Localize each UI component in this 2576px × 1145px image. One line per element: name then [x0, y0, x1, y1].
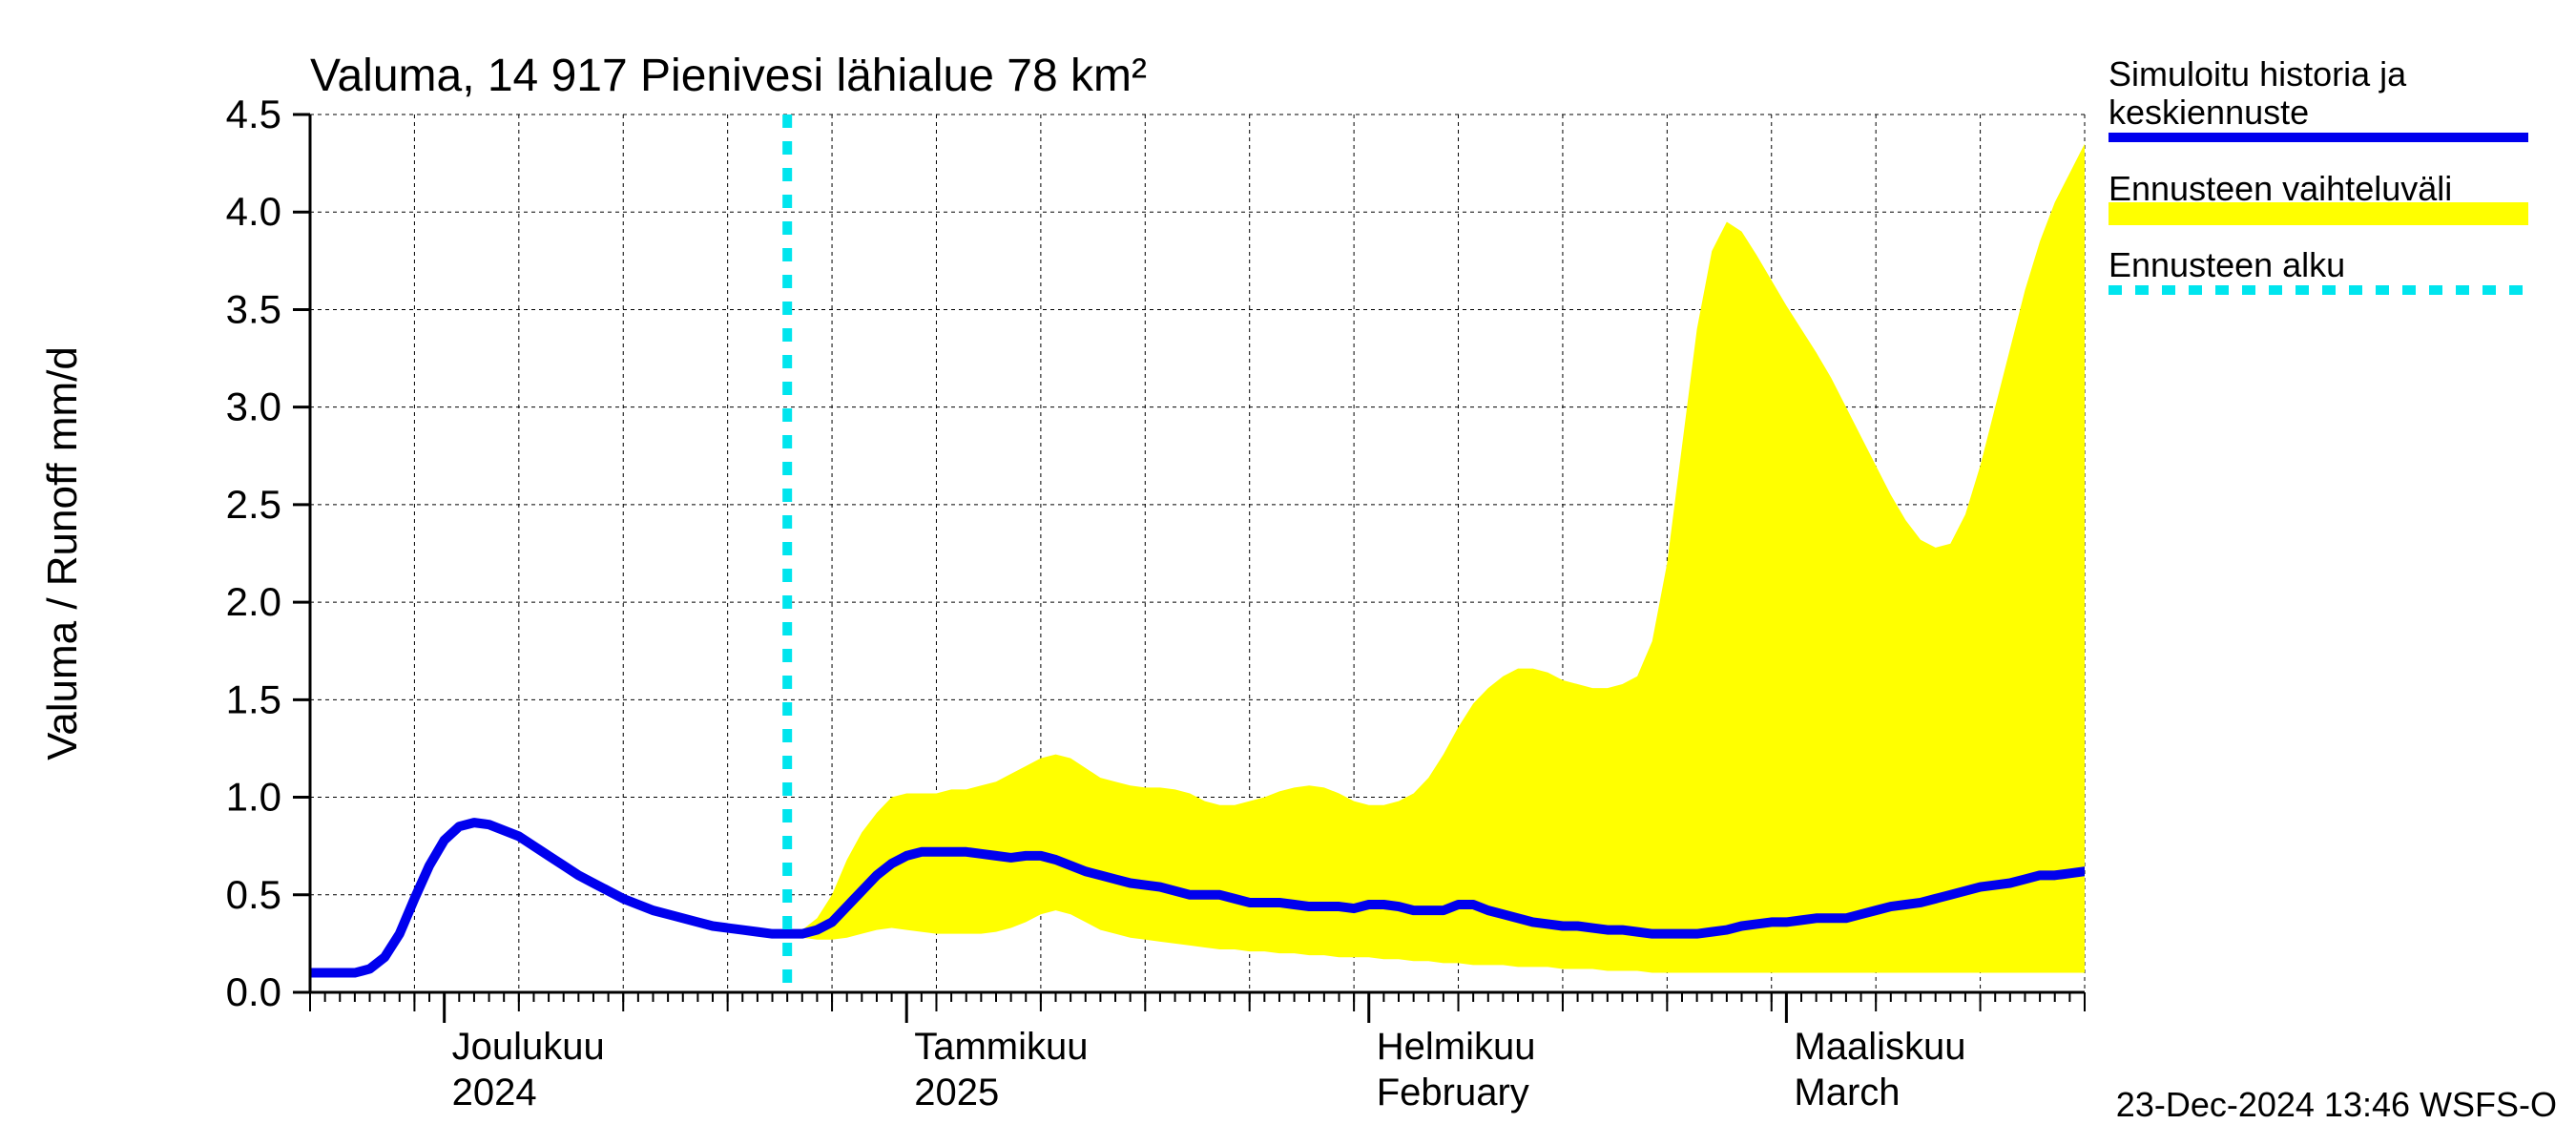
xtick-label-top: Maaliskuu: [1794, 1026, 1965, 1068]
xtick-label-top: Helmikuu: [1377, 1026, 1536, 1068]
xtick-label-top: Joulukuu: [452, 1026, 605, 1068]
footer-timestamp: 23-Dec-2024 13:46 WSFS-O: [2116, 1085, 2557, 1124]
ytick-label: 0.0: [226, 969, 281, 1014]
ytick-label: 2.5: [226, 482, 281, 527]
legend-label: Simuloitu historia ja: [2109, 54, 2407, 94]
xtick-label-bottom: 2025: [914, 1072, 999, 1114]
legend-label: Ennusteen vaihteluväli: [2109, 169, 2452, 208]
ytick-label: 1.0: [226, 775, 281, 820]
chart-container: 0.00.51.01.52.02.53.03.54.04.5Joulukuu20…: [0, 0, 2576, 1145]
xtick-label-bottom: February: [1377, 1072, 1529, 1114]
xtick-label-top: Tammikuu: [914, 1026, 1088, 1068]
xtick-label-bottom: March: [1794, 1072, 1900, 1114]
chart-svg: 0.00.51.01.52.02.53.03.54.04.5Joulukuu20…: [0, 0, 2576, 1145]
xtick-label-bottom: 2024: [452, 1072, 537, 1114]
legend-label: Ennusteen alku: [2109, 245, 2345, 284]
y-axis-label: Valuma / Runoff mm/d: [39, 346, 86, 760]
ytick-label: 3.0: [226, 385, 281, 429]
ytick-label: 4.0: [226, 189, 281, 234]
chart-title: Valuma, 14 917 Pienivesi lähialue 78 km²: [310, 51, 1147, 101]
ytick-label: 4.5: [226, 92, 281, 136]
ytick-label: 2.0: [226, 579, 281, 624]
legend-label: keskiennuste: [2109, 93, 2309, 132]
ytick-label: 1.5: [226, 677, 281, 721]
ytick-label: 0.5: [226, 872, 281, 917]
ytick-label: 3.5: [226, 286, 281, 331]
